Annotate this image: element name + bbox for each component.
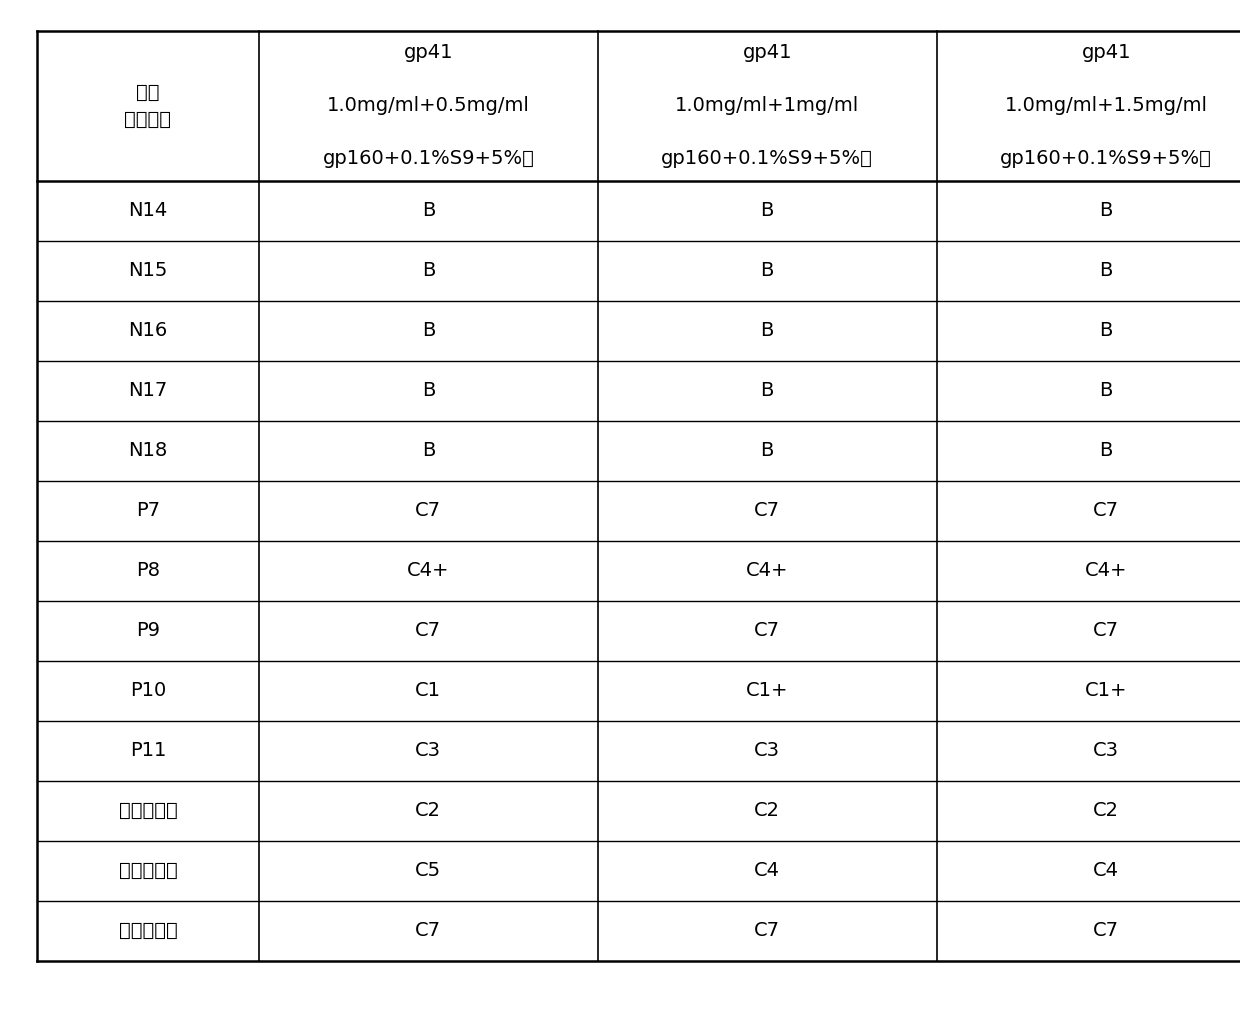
Text: N16: N16 <box>128 322 167 340</box>
Text: C2: C2 <box>415 801 441 820</box>
Text: B: B <box>422 322 435 340</box>
Text: C7: C7 <box>754 921 780 940</box>
Text: C4: C4 <box>754 861 780 880</box>
Text: B: B <box>422 202 435 220</box>
Text: B: B <box>422 442 435 460</box>
Text: B: B <box>760 382 774 400</box>
Text: B: B <box>760 442 774 460</box>
Text: C2: C2 <box>754 801 780 820</box>
Text: C4+: C4+ <box>746 561 789 580</box>
Text: B: B <box>1100 322 1114 340</box>
Text: C7: C7 <box>754 501 780 520</box>
Text: C7: C7 <box>415 921 441 940</box>
Text: B: B <box>1100 382 1114 400</box>
Text: C4: C4 <box>1094 861 1120 880</box>
Text: 中阳参考品: 中阳参考品 <box>119 861 177 880</box>
Text: B: B <box>422 382 435 400</box>
Text: C3: C3 <box>1094 741 1120 760</box>
Text: P9: P9 <box>136 621 160 640</box>
Text: B: B <box>1100 442 1114 460</box>
Text: C1+: C1+ <box>1085 681 1127 700</box>
Text: C7: C7 <box>1094 621 1120 640</box>
Text: 强阳参考品: 强阳参考品 <box>119 801 177 820</box>
Text: P10: P10 <box>130 681 166 700</box>
Text: C7: C7 <box>415 621 441 640</box>
Text: C7: C7 <box>1094 501 1120 520</box>
Text: 样本
包被试剂: 样本 包被试剂 <box>124 83 171 129</box>
Text: N15: N15 <box>128 262 167 280</box>
Text: P8: P8 <box>136 561 160 580</box>
Text: C3: C3 <box>415 741 441 760</box>
Text: C5: C5 <box>415 861 441 880</box>
Text: 弱阳参考品: 弱阳参考品 <box>119 921 177 940</box>
Text: C1+: C1+ <box>746 681 789 700</box>
Text: B: B <box>760 322 774 340</box>
Text: B: B <box>1100 262 1114 280</box>
Text: N17: N17 <box>128 382 167 400</box>
Text: C2: C2 <box>1094 801 1120 820</box>
Text: N18: N18 <box>128 442 167 460</box>
Text: C4+: C4+ <box>1085 561 1127 580</box>
Text: C7: C7 <box>1094 921 1120 940</box>
Text: C3: C3 <box>754 741 780 760</box>
Text: B: B <box>760 202 774 220</box>
Text: B: B <box>760 262 774 280</box>
Text: B: B <box>1100 202 1114 220</box>
Text: C7: C7 <box>754 621 780 640</box>
Text: C4+: C4+ <box>407 561 450 580</box>
Text: gp41

1.0mg/ml+0.5mg/ml

gp160+0.1%S9+5%脲: gp41 1.0mg/ml+0.5mg/ml gp160+0.1%S9+5%脲 <box>322 43 534 169</box>
Text: C1: C1 <box>415 681 441 700</box>
Text: P7: P7 <box>136 501 160 520</box>
Text: gp41

1.0mg/ml+1.5mg/ml

gp160+0.1%S9+5%脲: gp41 1.0mg/ml+1.5mg/ml gp160+0.1%S9+5%脲 <box>1001 43 1213 169</box>
Text: P11: P11 <box>130 741 166 760</box>
Text: N14: N14 <box>128 202 167 220</box>
Text: B: B <box>422 262 435 280</box>
Text: C7: C7 <box>415 501 441 520</box>
Text: gp41

1.0mg/ml+1mg/ml

gp160+0.1%S9+5%脲: gp41 1.0mg/ml+1mg/ml gp160+0.1%S9+5%脲 <box>661 43 873 169</box>
